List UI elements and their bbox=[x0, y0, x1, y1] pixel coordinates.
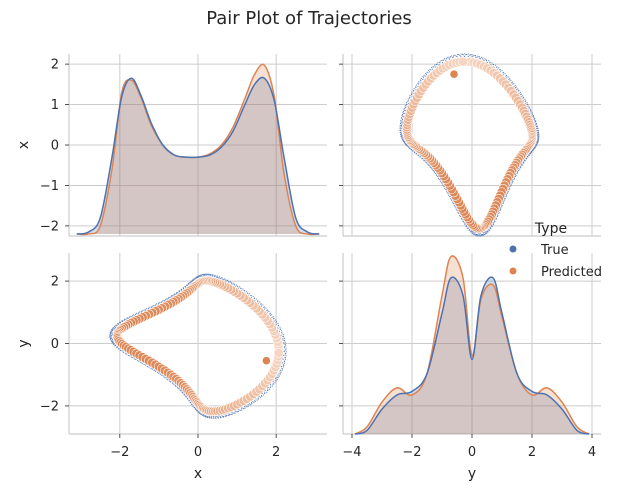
x-tick-label: 4 bbox=[588, 445, 596, 460]
legend: Type True Predicted bbox=[509, 221, 602, 280]
y-tick-label: 2 bbox=[51, 58, 59, 73]
x-tick-label: 2 bbox=[528, 445, 536, 460]
legend-label-true: True bbox=[540, 243, 569, 258]
y-tick-label: 2 bbox=[51, 275, 59, 290]
y-tick-label: −2 bbox=[40, 399, 59, 414]
chart-title: Pair Plot of Trajectories bbox=[206, 8, 412, 29]
kde-line-predicted bbox=[354, 255, 590, 435]
y-tick-label: −1 bbox=[40, 179, 59, 194]
x-tick-label: 0 bbox=[194, 445, 202, 460]
kde-panel-x bbox=[76, 63, 320, 236]
predicted-point bbox=[273, 347, 284, 358]
kde-fill-true bbox=[76, 77, 320, 234]
x-axis-label-right: y bbox=[468, 466, 476, 482]
legend-title: Type bbox=[534, 221, 567, 237]
predicted-point bbox=[458, 56, 468, 67]
x-tick-label: −2 bbox=[402, 445, 421, 460]
y-tick-label: −2 bbox=[40, 219, 59, 234]
kde-line-true bbox=[76, 76, 320, 235]
y-tick-label: 0 bbox=[51, 139, 59, 154]
y-tick-label: 0 bbox=[51, 337, 59, 352]
grid-panel-top-right bbox=[342, 54, 601, 237]
kde-fill-predicted bbox=[76, 64, 320, 235]
legend-marker-true bbox=[509, 245, 517, 253]
legend-label-predicted: Predicted bbox=[541, 265, 602, 280]
y-axis-label-top: x bbox=[16, 141, 32, 149]
x-axis-label-left: x bbox=[194, 466, 202, 482]
x-tick-label: −2 bbox=[110, 445, 129, 460]
y-tick-label: 1 bbox=[51, 98, 59, 113]
scatter-panel-xy bbox=[109, 273, 287, 419]
x-tick-label: 0 bbox=[468, 445, 476, 460]
kde-line-true bbox=[354, 276, 590, 435]
legend-marker-predicted bbox=[509, 267, 517, 275]
start-point bbox=[449, 69, 459, 79]
x-tick-label: −4 bbox=[342, 445, 361, 460]
start-point bbox=[261, 356, 272, 366]
x-tick-label: 2 bbox=[272, 445, 280, 460]
panels-group: −2 −1 0 1 2 −2 0 2 −2 0 2 −4 −2 0 2 4 x y x y bbox=[16, 53, 601, 482]
y-axis-label-bottom: y bbox=[16, 339, 32, 347]
kde-fill-predicted bbox=[355, 255, 589, 434]
scatter-panel-yx bbox=[399, 53, 540, 237]
kde-panel-y bbox=[354, 255, 590, 435]
